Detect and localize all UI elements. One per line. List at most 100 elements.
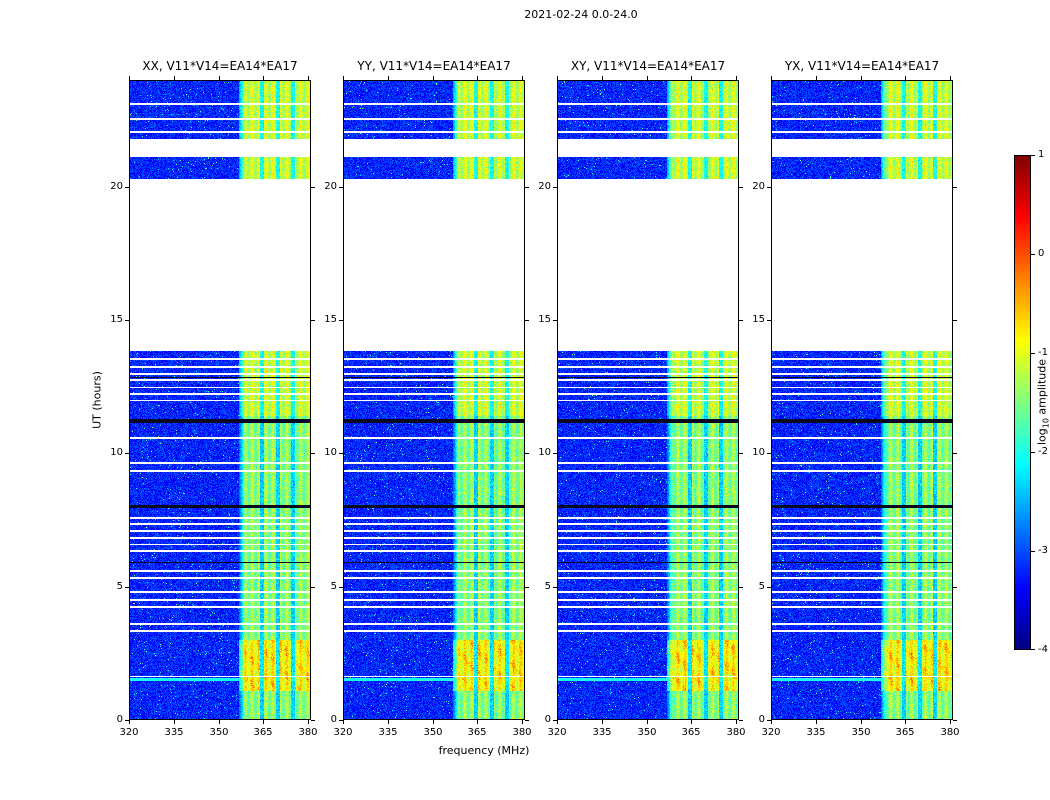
colorbar-tick-label: 0 <box>1038 248 1045 259</box>
x-tick-top <box>557 76 558 80</box>
x-tick-label: 380 <box>512 727 532 738</box>
colorbar-tick <box>1031 155 1035 156</box>
y-tick-right <box>525 187 529 188</box>
panel-title-xy: XY, V11*V14=EA14*EA17 <box>570 59 726 73</box>
y-tick-right <box>311 587 315 588</box>
y-tick-label: 0 <box>330 714 337 725</box>
x-tick <box>522 720 523 724</box>
y-tick-right <box>953 587 957 588</box>
colorbar-label-suffix: amplitude <box>1035 358 1049 419</box>
figure-title: 2021-02-24 0.0-24.0 <box>524 8 638 21</box>
y-tick-right <box>311 320 315 321</box>
y-tick-label: 15 <box>324 314 337 325</box>
x-tick-top <box>129 76 130 80</box>
x-tick-label: 380 <box>298 727 318 738</box>
panel-title-yy: YY, V11*V14=EA14*EA17 <box>357 59 511 73</box>
colorbar-label-prefix: log <box>1035 428 1049 446</box>
colorbar-tick-label: -3 <box>1038 545 1048 556</box>
colorbar-tick-label: -1 <box>1038 347 1048 358</box>
x-tick-label: 350 <box>851 727 871 738</box>
x-tick-top <box>647 76 648 80</box>
colorbar-tick <box>1031 353 1035 354</box>
x-tick-top <box>263 76 264 80</box>
y-tick <box>339 587 343 588</box>
colorbar-label: log10 amplitude <box>1035 359 1050 445</box>
x-tick <box>129 720 130 724</box>
y-tick-label: 20 <box>752 181 765 192</box>
y-tick <box>767 187 771 188</box>
y-tick-label: 5 <box>330 581 337 592</box>
x-tick <box>343 720 344 724</box>
x-tick <box>219 720 220 724</box>
y-tick-right <box>311 453 315 454</box>
y-tick-right <box>739 587 743 588</box>
x-tick-top <box>602 76 603 80</box>
x-tick <box>861 720 862 724</box>
y-tick-label: 0 <box>116 714 123 725</box>
y-tick-right <box>525 720 529 721</box>
x-tick <box>771 720 772 724</box>
y-tick-label: 0 <box>544 714 551 725</box>
x-tick-label: 365 <box>467 727 487 738</box>
panel-title-yx: YX, V11*V14=EA14*EA17 <box>784 59 940 73</box>
x-tick-label: 365 <box>681 727 701 738</box>
y-tick <box>125 587 129 588</box>
y-tick-label: 10 <box>110 447 123 458</box>
spectrogram-canvas-yx <box>771 80 953 720</box>
y-tick-right <box>953 453 957 454</box>
x-tick-label: 365 <box>895 727 915 738</box>
y-tick <box>553 453 557 454</box>
y-tick-label: 10 <box>752 447 765 458</box>
x-tick <box>433 720 434 724</box>
x-tick-top <box>522 76 523 80</box>
x-tick-top <box>388 76 389 80</box>
y-tick-label: 15 <box>538 314 551 325</box>
x-tick-top <box>950 76 951 80</box>
x-axis-label: frequency (MHz) <box>438 744 530 757</box>
colorbar-tick <box>1031 649 1035 650</box>
x-tick <box>174 720 175 724</box>
y-tick-label: 10 <box>324 447 337 458</box>
x-tick-top <box>477 76 478 80</box>
colorbar-tick-label: -4 <box>1038 644 1048 655</box>
x-tick <box>602 720 603 724</box>
colorbar-canvas <box>1014 155 1031 650</box>
x-tick-label: 335 <box>806 727 826 738</box>
x-tick-label: 380 <box>940 727 960 738</box>
y-tick-label: 5 <box>116 581 123 592</box>
y-tick-right <box>739 453 743 454</box>
y-tick-label: 5 <box>758 581 765 592</box>
x-tick <box>816 720 817 724</box>
x-tick-label: 380 <box>726 727 746 738</box>
x-tick-label: 350 <box>423 727 443 738</box>
x-tick-top <box>174 76 175 80</box>
colorbar-tick-label: -2 <box>1038 446 1048 457</box>
x-tick-top <box>861 76 862 80</box>
y-tick <box>125 720 129 721</box>
y-tick <box>125 453 129 454</box>
y-tick-label: 10 <box>538 447 551 458</box>
x-tick <box>263 720 264 724</box>
y-tick-right <box>739 187 743 188</box>
colorbar-label-subscript: 10 <box>1041 418 1050 429</box>
y-tick <box>339 320 343 321</box>
y-tick-right <box>525 453 529 454</box>
x-tick-top <box>816 76 817 80</box>
y-tick <box>553 320 557 321</box>
y-tick <box>767 320 771 321</box>
y-tick-label: 5 <box>544 581 551 592</box>
x-tick-label: 335 <box>164 727 184 738</box>
x-tick-label: 320 <box>119 727 139 738</box>
x-tick-top <box>771 76 772 80</box>
y-tick-label: 20 <box>538 181 551 192</box>
y-tick-right <box>525 320 529 321</box>
y-tick <box>339 187 343 188</box>
x-tick-top <box>343 76 344 80</box>
x-tick-top <box>736 76 737 80</box>
y-tick <box>553 587 557 588</box>
y-tick-label: 0 <box>758 714 765 725</box>
x-tick <box>736 720 737 724</box>
x-tick <box>477 720 478 724</box>
x-tick-label: 350 <box>637 727 657 738</box>
y-tick-right <box>311 720 315 721</box>
